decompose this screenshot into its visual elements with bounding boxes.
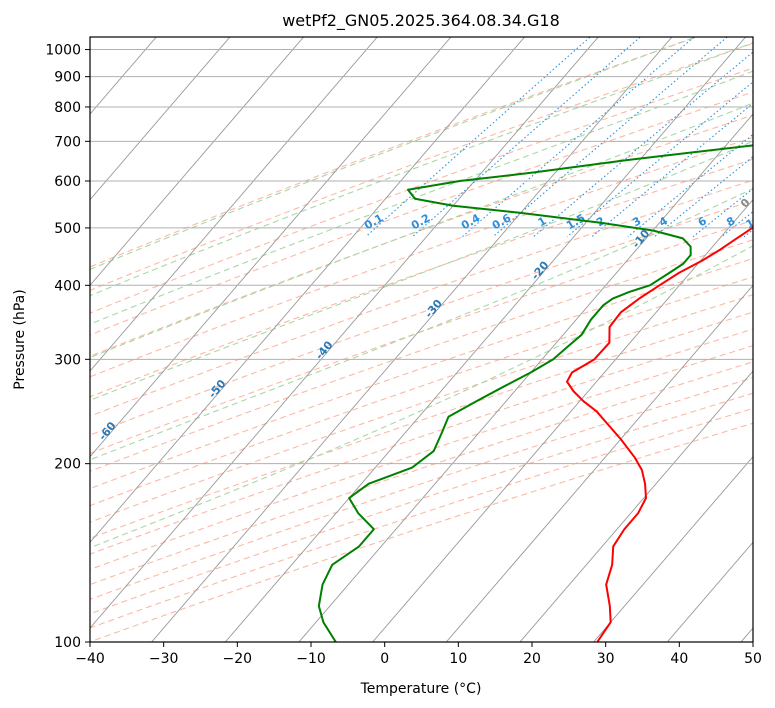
- y-axis-title: Pressure (hPa): [12, 289, 28, 389]
- x-tick-label: 40: [670, 651, 688, 667]
- profile-traces: [317, 144, 753, 642]
- moist-adiabat-line: [90, 70, 753, 325]
- isotherm-line: [90, 37, 526, 544]
- isotherm-line: [151, 37, 673, 642]
- y-tick-label: 500: [54, 221, 81, 237]
- background-lines: [90, 37, 753, 642]
- dewpoint-trace: [317, 144, 753, 642]
- dry-adiabat-line: [90, 200, 753, 436]
- temperature-trace: [566, 225, 753, 642]
- isotherm-line: [90, 37, 452, 458]
- y-axis: 1000 900 800 700 600 500 400 300 200 100: [45, 43, 90, 651]
- x-axis-title: Temperature (°C): [360, 681, 482, 697]
- mixing-ratio-line: [566, 81, 753, 238]
- mixing-ratio-line: [533, 51, 753, 238]
- isotherm-line: [224, 37, 747, 642]
- mixing-ratio-line: [654, 155, 753, 238]
- isotherm-line: [90, 37, 305, 287]
- dry-adiabat-line: [90, 257, 753, 490]
- dry-adiabat-line: [90, 136, 753, 378]
- y-tick-label: 400: [54, 278, 81, 294]
- dry-adiabat-line: [90, 377, 753, 600]
- dry-adiabat-line: [90, 91, 753, 336]
- dry-adiabat-line: [90, 422, 753, 642]
- x-tick-label: −20: [223, 651, 253, 667]
- mixing-ratio-line: [365, 37, 591, 238]
- x-tick-label: −40: [75, 651, 105, 667]
- dry-adiabat-line: [90, 276, 753, 507]
- moist-adiabat-line: [90, 188, 753, 461]
- isotherm-line: [372, 199, 753, 642]
- dry-adiabat-line: [90, 219, 753, 454]
- isotherm-line: [666, 541, 753, 642]
- y-tick-label: 200: [54, 457, 81, 473]
- dry-adiabat-line: [90, 37, 699, 268]
- x-tick-label: 50: [744, 651, 762, 667]
- mixing-ratio-line: [591, 102, 753, 238]
- x-axis: −40 −30 −20 −10 0 10 20 30 40 50: [75, 642, 762, 667]
- x-tick-label: −10: [296, 651, 326, 667]
- dry-adiabat-line: [90, 239, 753, 472]
- y-tick-label: 800: [54, 100, 81, 116]
- plot-frame: [89, 36, 754, 643]
- dry-adiabat-line: [90, 114, 753, 357]
- dry-adiabat-line: [90, 361, 753, 586]
- y-tick-label: 900: [54, 70, 81, 86]
- isotherm-line: [445, 284, 753, 642]
- y-tick-label: 100: [54, 635, 81, 651]
- x-tick-label: −30: [149, 651, 179, 667]
- isotherm-line: [593, 455, 753, 642]
- isotherm-line: [90, 37, 231, 201]
- dry-adiabat-line: [90, 345, 753, 571]
- moist-adiabat-line: [90, 102, 753, 359]
- y-tick-label: 1000: [45, 43, 81, 59]
- mixing-ratio-line: [492, 37, 729, 238]
- mixing-ratio-label: 10: [744, 212, 764, 231]
- y-tick-label: 300: [54, 352, 81, 368]
- isotherm-line: [519, 370, 753, 642]
- isotherm-line: [90, 37, 378, 372]
- chart-title: wetPf2_GN05.2025.364.08.34.G18: [282, 11, 560, 31]
- y-tick-label: 600: [54, 174, 81, 190]
- x-tick-label: 30: [597, 651, 615, 667]
- isotherm-line: [90, 37, 599, 629]
- isotherm-line: [298, 113, 753, 642]
- y-tick-label: 700: [54, 134, 81, 150]
- mixing-ratio-line: [627, 133, 753, 238]
- x-tick-label: 10: [449, 651, 467, 667]
- x-tick-label: 0: [380, 651, 389, 667]
- x-tick-label: 20: [523, 651, 541, 667]
